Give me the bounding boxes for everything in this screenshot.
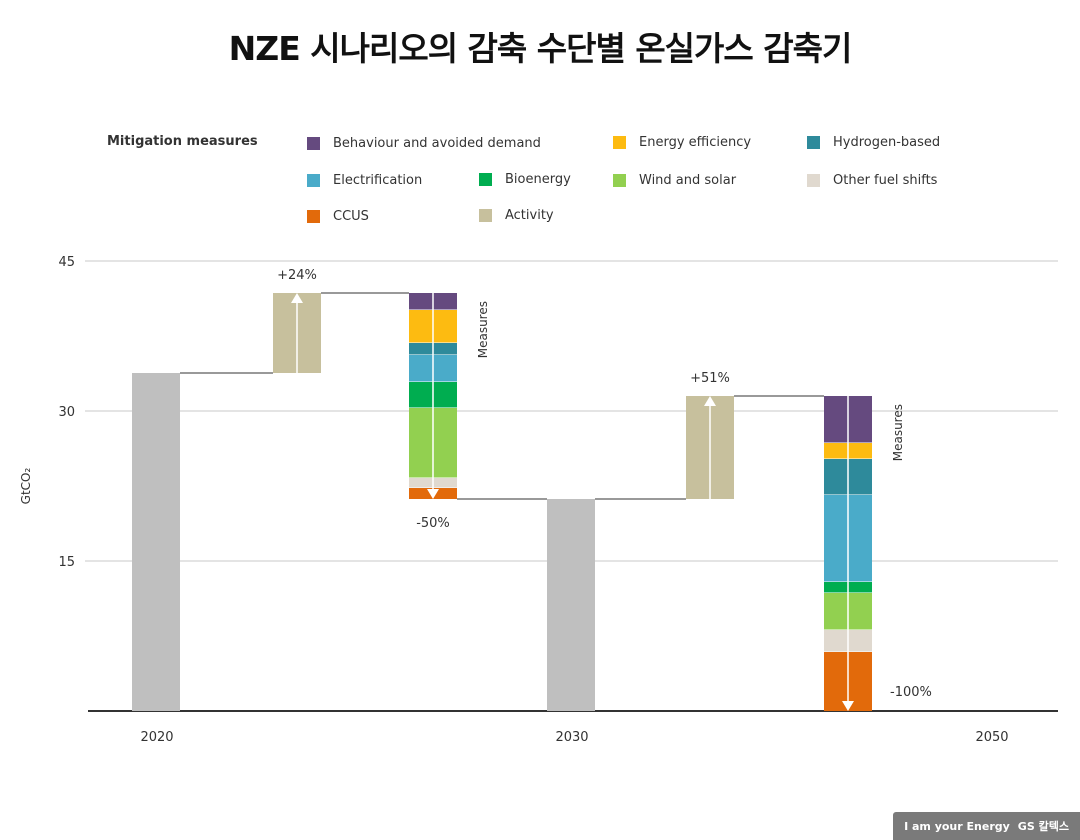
legend-label: Electrification xyxy=(333,173,423,188)
legend-swatch xyxy=(307,210,320,223)
measures-label: Measures xyxy=(476,301,490,358)
legend-item-activity: Activity xyxy=(479,208,554,223)
legend-item-bioenergy: Bioenergy xyxy=(479,172,571,187)
legend-swatch xyxy=(807,174,820,187)
page-title: NZE 시나리오의 감축 수단별 온실가스 감축기 xyxy=(228,29,853,68)
change-annotation: +24% xyxy=(277,268,317,283)
change-annotation: +51% xyxy=(690,371,730,386)
legend-label: Behaviour and avoided demand xyxy=(333,136,541,151)
total-bar-2020 xyxy=(132,373,180,711)
arrow-down-icon xyxy=(842,701,854,711)
legend-item-ccus: CCUS xyxy=(307,209,369,224)
legend-label: Other fuel shifts xyxy=(833,173,938,188)
y-tick-label: 45 xyxy=(58,255,75,270)
measures-label: Measures xyxy=(891,404,905,461)
total-bar-2030 xyxy=(547,499,595,711)
legend-label: Hydrogen-based xyxy=(833,135,941,150)
legend-swatch xyxy=(307,137,320,150)
chart: 15 30 45 GtCO₂ 2020 2030 2050 +24% Measures -50% +… xyxy=(19,255,1058,745)
y-tick-label: 30 xyxy=(58,405,75,420)
arrow-down-icon xyxy=(427,489,439,499)
legend-swatch xyxy=(807,136,820,149)
x-tick-label: 2030 xyxy=(555,730,588,745)
logo-tagline: I am your Energy xyxy=(904,819,1010,833)
legend-label: Energy efficiency xyxy=(639,135,752,150)
legend-label: Wind and solar xyxy=(639,173,737,188)
legend-swatch xyxy=(479,173,492,186)
legend-swatch xyxy=(479,209,492,222)
legend-swatch xyxy=(613,136,626,149)
change-annotation: -100% xyxy=(890,685,932,700)
legend-title: Mitigation measures xyxy=(107,134,258,149)
legend-swatch xyxy=(613,174,626,187)
logo-brand: GS 칼텍스 xyxy=(1017,820,1069,833)
legend-item-electrification: Electrification xyxy=(307,173,422,188)
legend-item-efficiency: Energy efficiency xyxy=(613,135,751,150)
y-axis-label: GtCO₂ xyxy=(19,467,33,504)
arrow-up-icon xyxy=(291,293,303,303)
arrow-up-icon xyxy=(704,396,716,406)
y-tick-label: 15 xyxy=(58,555,75,570)
legend-label: CCUS xyxy=(333,209,369,224)
legend-item-hydrogen: Hydrogen-based xyxy=(807,135,940,150)
legend-label: Activity xyxy=(505,208,554,223)
x-tick-label: 2050 xyxy=(975,730,1008,745)
logo: I am your Energy GS 칼텍스 xyxy=(893,812,1080,840)
legend-swatch xyxy=(307,174,320,187)
x-tick-label: 2020 xyxy=(140,730,173,745)
legend-item-other_fuel: Other fuel shifts xyxy=(807,173,937,188)
legend-item-wind_solar: Wind and solar xyxy=(613,173,736,188)
change-annotation: -50% xyxy=(416,516,450,531)
legend-item-behaviour: Behaviour and avoided demand xyxy=(307,136,541,151)
legend-label: Bioenergy xyxy=(505,172,571,187)
